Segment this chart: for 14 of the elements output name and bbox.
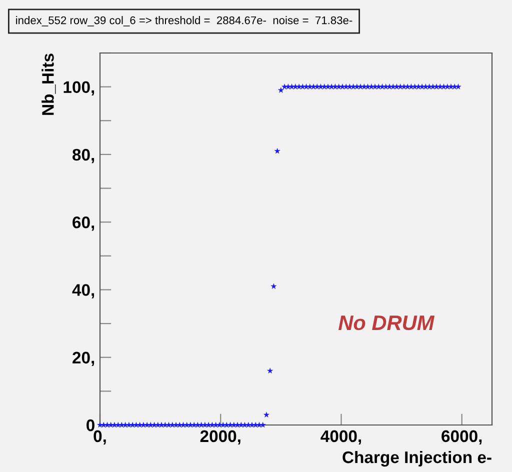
chart-title: index_552 row_39 col_6 => threshold = 2884.67e- noise = 71.83e- [16,16,352,26]
x-axis-title: Charge Injection e- [342,450,492,467]
y-tick-label: 60, [72,216,94,231]
x-tick-label: 2000, [200,430,240,445]
y-tick-label: 40, [72,284,94,298]
annotation: No DRUM [338,316,435,330]
x-tick-label: 6000, [442,430,482,445]
x-tick-label: 4000, [320,430,361,445]
x-tick-label: 0, [94,430,106,445]
y-tick-label: 0 [86,419,94,432]
y-tick-label: 20, [72,352,94,366]
y-axis-title: Nb_Hits [42,54,56,115]
y-tick-label: 80, [72,148,94,164]
y-tick-label: 100, [64,81,94,96]
